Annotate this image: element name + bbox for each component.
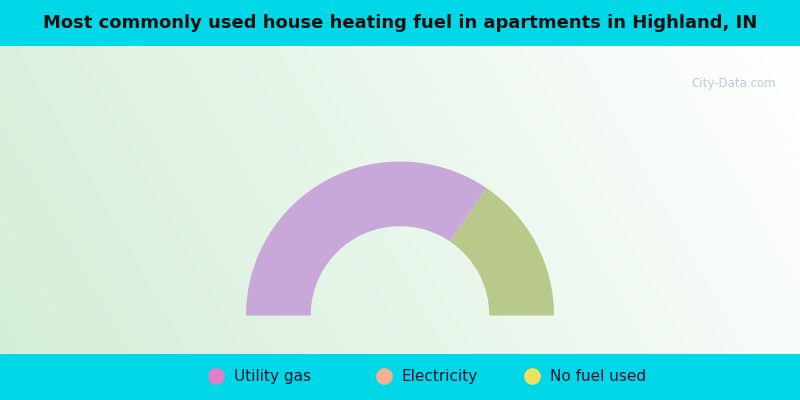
Wedge shape xyxy=(246,162,486,316)
Text: Most commonly used house heating fuel in apartments in Highland, IN: Most commonly used house heating fuel in… xyxy=(43,14,757,32)
Text: Utility gas: Utility gas xyxy=(234,368,310,384)
Text: No fuel used: No fuel used xyxy=(550,368,646,384)
Text: Electricity: Electricity xyxy=(402,368,478,384)
Wedge shape xyxy=(450,188,554,316)
Text: City-Data.com: City-Data.com xyxy=(691,77,776,90)
